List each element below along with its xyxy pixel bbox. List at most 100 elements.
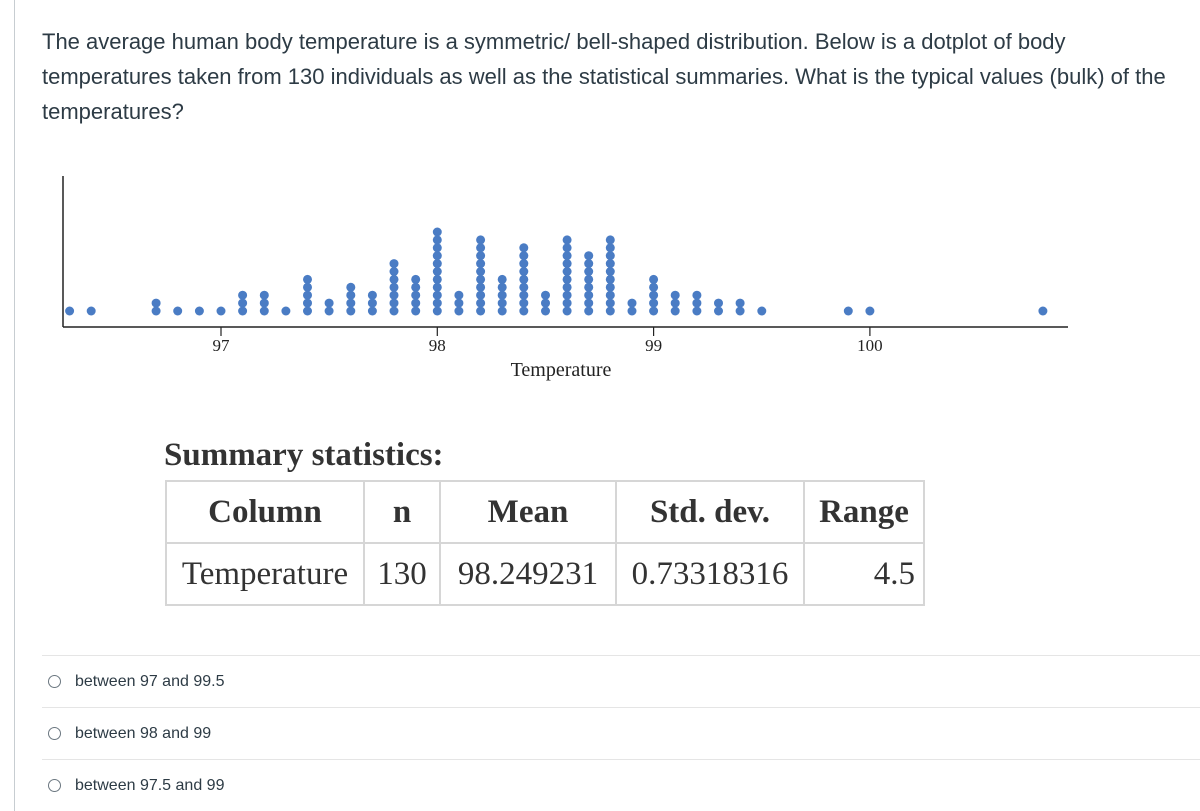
data-dot [843, 306, 853, 316]
x-tick-label: 97 [213, 336, 231, 355]
data-dot [692, 290, 702, 300]
data-dot [411, 290, 421, 300]
data-dot [281, 306, 291, 316]
x-tick-label: 98 [429, 336, 446, 355]
data-dot [324, 298, 334, 308]
data-dot [519, 259, 529, 269]
data-dot [584, 298, 594, 308]
data-dot [497, 282, 507, 292]
data-dot [476, 251, 486, 261]
data-dot [303, 290, 312, 300]
data-dot [584, 259, 594, 269]
data-dot [65, 306, 75, 316]
data-dot [454, 298, 464, 308]
x-axis-label: Temperature [511, 359, 612, 381]
data-dot [432, 290, 442, 300]
answer-label: between 97 and 99.5 [75, 672, 225, 690]
data-dot [519, 274, 529, 284]
data-dot [346, 290, 356, 300]
radio-button[interactable] [48, 779, 61, 792]
data-dot [389, 267, 399, 276]
data-dot [865, 306, 875, 316]
data-dot [605, 282, 615, 292]
cell-mean: 98.249231 [439, 542, 617, 606]
header-n: n [363, 480, 441, 544]
header-mean: Mean [439, 480, 617, 544]
summary-table: Column n Mean Std. dev. Range Temperatur… [165, 480, 925, 606]
dotplot-chart: 97 98 99 100 Temperature [62, 176, 1068, 381]
data-dot [627, 298, 637, 308]
data-dot [389, 274, 399, 284]
data-dot [367, 298, 377, 308]
data-dot [562, 259, 572, 269]
data-dot [584, 290, 594, 300]
answer-option-2[interactable]: between 98 and 99 [42, 707, 1200, 759]
data-dot [476, 306, 486, 316]
data-dot [476, 282, 486, 292]
data-dot [346, 306, 356, 316]
header-column: Column [165, 480, 365, 544]
data-dot [497, 306, 507, 316]
data-dot [692, 298, 702, 308]
answer-option-3[interactable]: between 97.5 and 99 [42, 759, 1200, 811]
data-dot [584, 251, 594, 261]
data-dot [389, 306, 399, 316]
data-dot [476, 243, 486, 253]
cell-std-dev: 0.73318316 [615, 542, 805, 606]
data-dot [476, 235, 486, 245]
data-dot [411, 282, 421, 292]
data-dot [714, 298, 723, 308]
data-dot [562, 282, 572, 292]
data-dot [584, 282, 594, 292]
data-dot [411, 306, 421, 316]
data-dot [411, 298, 421, 308]
answer-option-1[interactable]: between 97 and 99.5 [42, 655, 1200, 707]
cell-column: Temperature [165, 542, 365, 606]
radio-button[interactable] [48, 727, 61, 740]
data-dot [670, 290, 680, 300]
data-dot [432, 274, 442, 284]
data-dot [476, 298, 486, 308]
tick-group: 97 98 99 100 [213, 327, 883, 355]
data-dot [151, 306, 161, 316]
header-range: Range [803, 480, 925, 544]
data-dot [584, 306, 594, 316]
x-tick-label: 100 [857, 336, 883, 355]
data-dot [346, 298, 356, 308]
data-dot [151, 298, 161, 308]
data-dot [432, 243, 442, 253]
data-dot [238, 298, 248, 308]
radio-button[interactable] [48, 675, 61, 688]
data-dot [541, 290, 550, 300]
data-dot [670, 298, 680, 308]
data-dot [432, 235, 442, 245]
data-dot [562, 267, 572, 276]
data-dot [605, 259, 615, 269]
data-dot [584, 267, 594, 276]
data-dot [605, 298, 615, 308]
data-dot [303, 298, 312, 308]
cell-n: 130 [363, 542, 441, 606]
x-tick-label: 99 [645, 336, 662, 355]
data-dot [389, 259, 399, 269]
data-dot [519, 282, 529, 292]
data-dot [584, 274, 594, 284]
data-dot [1038, 306, 1048, 316]
data-dot [649, 306, 659, 316]
data-dot [649, 274, 659, 284]
data-dot [324, 306, 334, 316]
data-dot [432, 227, 442, 237]
data-dot [238, 306, 248, 316]
data-dot [259, 306, 269, 316]
data-dot [432, 282, 442, 292]
data-dot [389, 282, 399, 292]
data-dot [497, 274, 507, 284]
question-text: The average human body temperature is a … [42, 24, 1182, 129]
data-dot [714, 306, 723, 316]
data-dot [605, 267, 615, 276]
data-dot [454, 290, 464, 300]
data-dot [432, 251, 442, 261]
data-dot [692, 306, 702, 316]
data-dot [454, 306, 464, 316]
data-dot [497, 290, 507, 300]
